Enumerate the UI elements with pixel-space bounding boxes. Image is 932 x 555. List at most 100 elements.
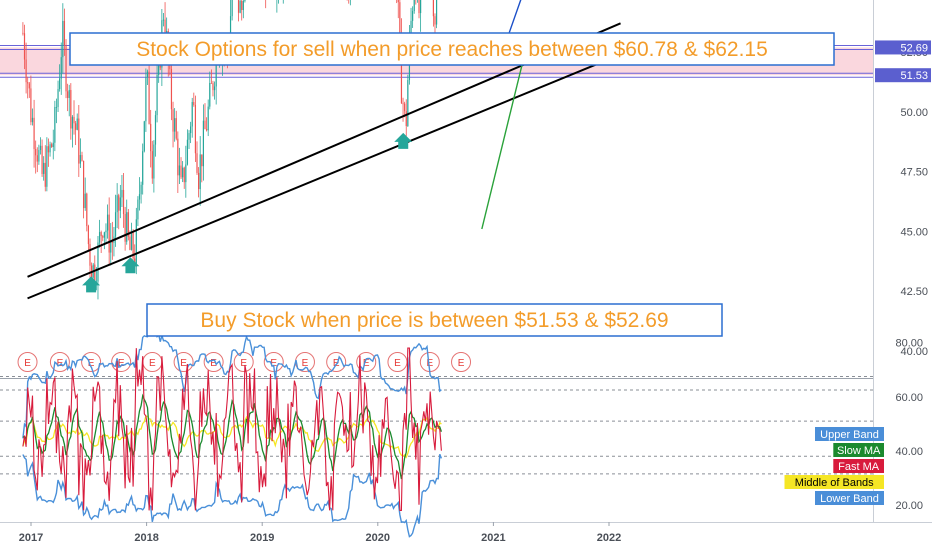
candle-body — [105, 230, 107, 233]
candle-body — [130, 232, 133, 250]
candle-body — [237, 0, 240, 13]
candle-body — [143, 121, 145, 152]
candle-body — [231, 0, 233, 17]
candle-body — [185, 164, 187, 183]
candle-body — [84, 193, 86, 209]
candle-body — [186, 139, 189, 165]
legend-badge — [833, 443, 884, 457]
buy-note-box — [146, 303, 723, 337]
candle-body — [79, 155, 82, 164]
candle-body — [39, 145, 42, 151]
candle-body — [118, 195, 120, 211]
price-badge — [875, 40, 931, 55]
candle-body — [55, 106, 58, 108]
candle-body — [106, 214, 109, 231]
candle-body — [410, 20, 412, 35]
legend-label: Upper Band — [820, 429, 879, 441]
candle-body — [413, 0, 415, 12]
legend-label: Slow MA — [837, 445, 881, 457]
candle-body — [30, 88, 32, 123]
candle-body — [172, 109, 174, 132]
candle-body — [87, 226, 89, 245]
earnings-marker — [49, 352, 70, 372]
earnings-marker-label: E — [426, 358, 433, 369]
candle-body — [151, 151, 153, 179]
earnings-marker — [451, 352, 472, 372]
candle-body — [399, 2, 401, 34]
candle-body — [73, 116, 75, 124]
price-tick-label: 42.50 — [900, 286, 928, 298]
earnings-marker — [203, 352, 224, 372]
price-tick-label: 47.50 — [900, 167, 928, 179]
candle-body — [148, 71, 150, 124]
candle-body — [191, 102, 193, 127]
price-tick-label: 45.00 — [900, 226, 928, 238]
candle-body — [193, 102, 195, 105]
candle-body — [190, 126, 192, 134]
candle-body — [404, 103, 406, 112]
candle-body — [397, 0, 399, 3]
buy-arrow-icon — [394, 132, 413, 149]
earnings-marker-label: E — [270, 358, 277, 369]
candle-body — [47, 146, 50, 153]
candle-body — [122, 189, 125, 215]
candle-body — [175, 118, 177, 139]
candle-body — [402, 103, 404, 105]
candle-body — [241, 0, 243, 11]
candle-body — [178, 165, 181, 176]
legend-badge — [784, 475, 884, 489]
candle-body — [28, 83, 30, 89]
price-badge — [875, 68, 931, 83]
earnings-marker — [387, 352, 408, 372]
candle-body — [33, 117, 35, 150]
candle-body — [146, 71, 149, 78]
candle-body — [22, 32, 24, 34]
candle-body — [207, 106, 209, 131]
candle-body — [215, 54, 217, 87]
candle-body — [145, 77, 147, 122]
candle-body — [140, 184, 142, 195]
candle-body — [67, 91, 69, 98]
osc-tick-label: 20.00 — [895, 500, 923, 512]
buy-note-text: Buy Stock when price is between $51.53 &… — [200, 309, 668, 332]
candle-body — [65, 45, 67, 92]
osc-tick-label: 40.00 — [895, 446, 923, 458]
candle-body — [51, 144, 53, 148]
candle-body — [239, 0, 241, 13]
candle-body — [60, 57, 62, 79]
legend-badge — [833, 459, 884, 473]
candle-body — [137, 199, 139, 220]
candle-body — [164, 19, 166, 36]
candle-body — [23, 33, 26, 60]
candle-body — [434, 16, 436, 25]
candle-body — [202, 120, 204, 167]
candle-body — [420, 0, 422, 14]
candle-body — [183, 167, 185, 183]
candle-body — [100, 232, 102, 237]
legend-label: Lower Band — [820, 493, 879, 505]
candle-body — [62, 20, 64, 58]
candle-body — [121, 189, 123, 198]
candle-body — [180, 165, 182, 178]
candle-body — [126, 212, 128, 242]
series-fast-ma — [22, 347, 442, 511]
price-tick-label: 40.00 — [900, 346, 928, 358]
earnings-marker — [17, 352, 38, 372]
series-upper-band — [22, 328, 442, 439]
candle-body — [150, 123, 152, 152]
candle-body — [89, 244, 91, 266]
candle-body — [170, 69, 173, 110]
candle-body — [194, 104, 197, 154]
candle-body — [210, 82, 212, 84]
earnings-marker-label: E — [24, 358, 31, 369]
candle-body — [135, 219, 137, 267]
candle-body — [242, 0, 244, 11]
candle-body — [25, 59, 27, 83]
candle-body — [435, 0, 438, 25]
candle-body — [138, 194, 141, 200]
candle-body — [154, 115, 157, 145]
legend-label: Middle of Bands — [795, 477, 874, 489]
